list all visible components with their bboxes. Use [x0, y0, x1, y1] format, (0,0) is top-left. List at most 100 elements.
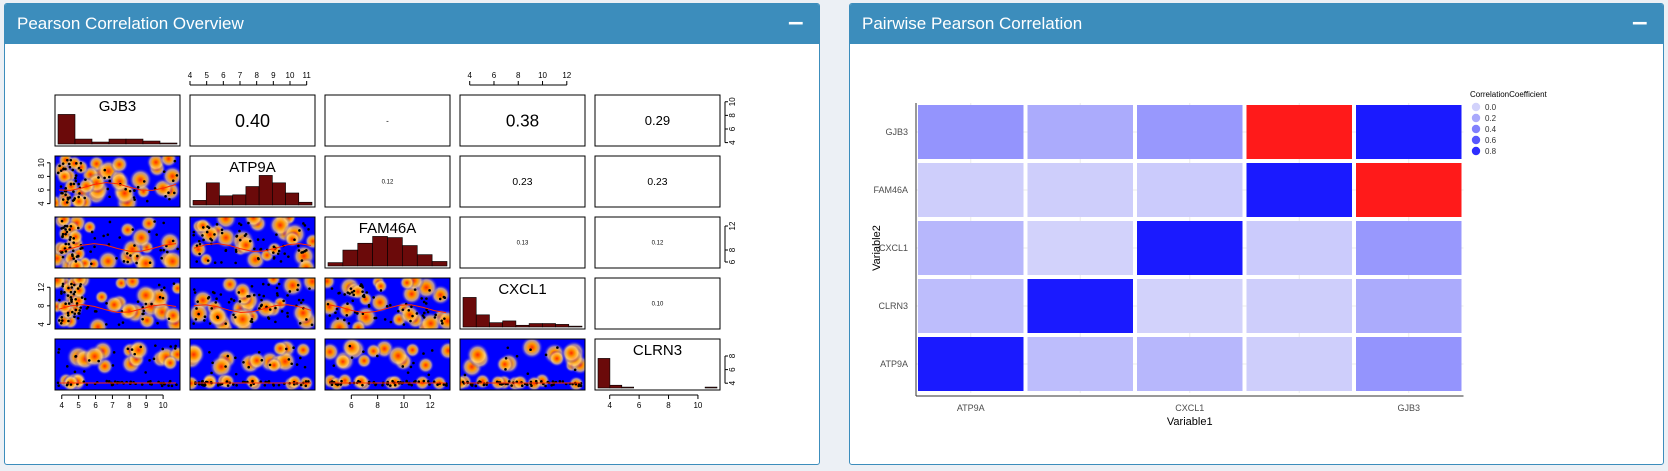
density-blob	[341, 339, 363, 359]
heatmap-tile	[1137, 163, 1243, 217]
scatter-point	[142, 180, 146, 183]
scatter-point	[279, 260, 283, 263]
heatmap-tile	[1027, 163, 1133, 217]
histogram-bar	[258, 175, 273, 206]
scatter-point	[381, 383, 384, 387]
panel-border	[54, 338, 181, 391]
scatter-point	[70, 300, 73, 303]
tick-label: 6	[728, 367, 737, 372]
histogram-bar	[357, 242, 373, 267]
scatter-point	[158, 295, 162, 299]
scatter-point	[277, 383, 281, 387]
scatter-point	[198, 252, 201, 256]
histogram-bar	[416, 254, 433, 267]
collapse-button[interactable]: −	[1630, 11, 1649, 36]
histogram-bar	[704, 386, 718, 389]
histogram-panel	[594, 338, 721, 391]
scatter-point	[171, 239, 175, 243]
scatter-point	[73, 312, 77, 316]
tick-label: 4	[607, 401, 612, 410]
legend-swatch	[1471, 102, 1481, 112]
scatter-point	[105, 323, 108, 326]
scatter-point	[500, 383, 504, 386]
heatmap-tile	[918, 163, 1024, 217]
scatter-point	[71, 253, 74, 256]
density-blob	[158, 231, 180, 254]
scatter-point	[205, 230, 209, 234]
histogram-bar	[108, 138, 127, 145]
scatter-point	[160, 256, 163, 260]
scatter-point	[162, 221, 165, 225]
scatter-point	[85, 383, 89, 386]
collapse-button[interactable]: −	[786, 11, 805, 36]
scatter-point	[78, 309, 82, 312]
density-blob	[83, 345, 106, 368]
scatter-point	[76, 316, 80, 320]
scatter-point	[277, 249, 281, 253]
density-blob	[520, 339, 544, 359]
scatter-point	[56, 171, 60, 175]
correlation-label: 0.12	[382, 180, 394, 186]
scatter-point	[60, 319, 64, 322]
scatter-point	[277, 282, 281, 286]
scatter-point	[220, 228, 224, 232]
density-blob	[291, 301, 315, 325]
panel-border	[54, 216, 181, 269]
scatter-point	[385, 304, 389, 308]
scatter-point	[83, 196, 87, 200]
tick-label: 8	[254, 71, 259, 80]
scatter-point	[154, 344, 157, 347]
correlation-panel	[594, 216, 721, 269]
scatter-point	[192, 322, 195, 325]
tick-label: 4	[467, 71, 472, 80]
histogram-bar	[597, 358, 611, 389]
scatter-point	[283, 252, 286, 255]
density-blob	[373, 279, 388, 294]
scatter-point	[169, 345, 172, 348]
scatter-point	[82, 370, 86, 373]
scatter-point	[298, 322, 302, 325]
tick-label: 6	[492, 71, 497, 80]
scatter-point	[510, 384, 513, 387]
scatter-point	[126, 347, 130, 351]
scatter-point	[401, 365, 405, 368]
tick-label: 7	[238, 71, 243, 80]
legend-swatch	[1471, 146, 1481, 156]
heatmap-tile	[1137, 221, 1243, 275]
histogram-bar	[387, 237, 403, 267]
panel-body: ATP9A CXCL1 GJB3 ATP9A CLRN3 CXCL1 FAM46A GJB3 V…	[850, 45, 1663, 464]
scatter-point	[261, 282, 265, 286]
y-tick-label: GJB3	[885, 127, 908, 137]
tick-label: 10	[538, 71, 547, 80]
scatter-point	[422, 300, 426, 304]
scatter-point	[352, 293, 356, 297]
scatter-point	[215, 297, 218, 301]
scatter-point	[235, 383, 238, 387]
density-blob	[356, 352, 372, 369]
scatter-point	[64, 193, 67, 197]
tick-label: 11	[303, 71, 312, 80]
scatter-point	[249, 320, 253, 323]
scatter-point	[195, 307, 198, 310]
scatter-point	[247, 365, 251, 369]
density-scatter-panel	[325, 278, 450, 329]
scatter-point	[67, 319, 70, 323]
heatmap-tile	[1027, 337, 1133, 391]
scatter-point	[413, 288, 417, 291]
pairwise-correlation-panel: Pairwise Pearson Correlation − ATP9A CXCL…	[849, 3, 1664, 465]
scatter-point	[432, 380, 436, 383]
scatter-point	[73, 370, 77, 374]
scatter-point	[299, 301, 303, 304]
scatter-point	[89, 250, 92, 253]
heatmap-tile	[1356, 105, 1462, 159]
scatter-point	[287, 358, 291, 361]
scatter-point	[87, 359, 91, 362]
scatter-point	[82, 380, 86, 383]
scatter-point	[253, 247, 256, 251]
scatter-point	[220, 261, 223, 264]
scatter-point	[162, 286, 166, 289]
panel-border	[459, 338, 586, 391]
scatter-point	[110, 383, 114, 387]
histogram-bar	[142, 140, 161, 145]
panel-header: Pearson Correlation Overview −	[5, 4, 819, 44]
